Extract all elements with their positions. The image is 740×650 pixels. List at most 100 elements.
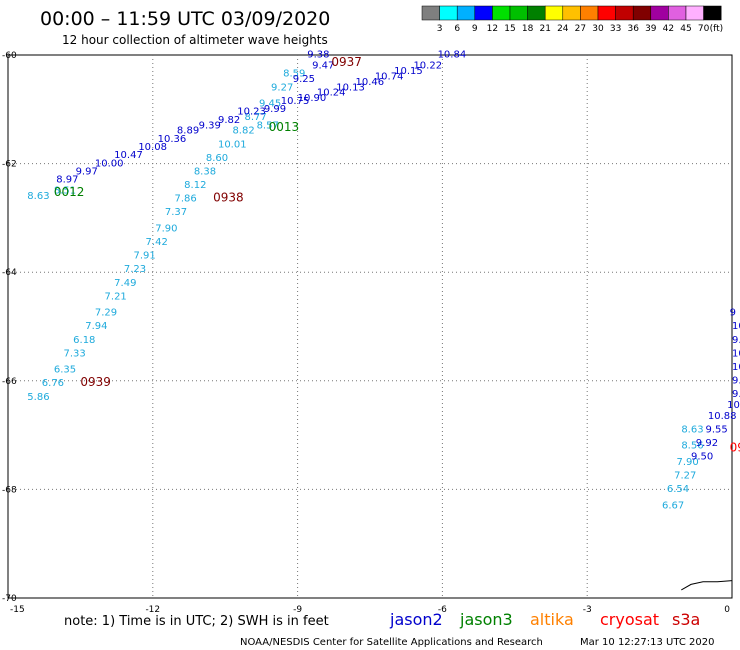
footer-timestamp: Mar 10 12:27:13 UTC 2020: [580, 637, 715, 648]
scale-unit-label: (ft): [710, 24, 724, 34]
swh-value-label: 10.75: [281, 96, 310, 107]
swh-value-label: 10.84: [438, 50, 467, 61]
scale-swatch: [685, 5, 704, 21]
swh-value-label: 7.37: [165, 207, 187, 218]
scale-swatch: [439, 5, 458, 21]
swh-value-label: 9.98: [732, 389, 740, 400]
y-tick-label: -70: [2, 594, 17, 604]
swh-value-label: 8.12: [184, 180, 206, 191]
swh-value-label: 10: [732, 321, 740, 332]
swh-value-label: 8.51: [54, 185, 76, 196]
swh-value-label: 9.25: [293, 74, 315, 85]
swh-value-label: 9.39: [199, 120, 221, 131]
scale-swatch: [544, 5, 564, 21]
y-tick-label: -64: [2, 268, 17, 278]
swh-value-label: 8.38: [194, 166, 216, 177]
time-label: 0012: [54, 185, 85, 199]
swh-value-label: 9.: [732, 335, 740, 346]
time-label: 0938: [213, 191, 244, 205]
swh-value-label: 7.29: [95, 308, 117, 319]
swh-value-label: 9.92: [696, 438, 718, 449]
swh-value-label: 5.86: [27, 392, 49, 403]
time-labels: 0937 0938 0939 0013 0012 09: [54, 55, 740, 455]
swh-value-label: 7.27: [674, 471, 696, 482]
swh-value-label: 10.74: [375, 71, 404, 82]
scale-swatch: [474, 5, 493, 21]
y-tick-label: -66: [2, 377, 17, 387]
satellite-jason3: jason3: [459, 610, 513, 629]
swh-value-label: 8.57: [257, 120, 279, 131]
satellite-cryosat: cryosat: [600, 610, 659, 629]
coastline-path: [681, 580, 733, 591]
swh-value-label: 10.90: [298, 93, 327, 104]
scale-swatch: [703, 5, 722, 21]
swh-value-label: 10.23: [237, 107, 266, 118]
chart-subtitle: 12 hour collection of altimeter wave hei…: [62, 33, 328, 47]
x-tick-label: -12: [145, 605, 160, 615]
swh-value-label: 8.63: [681, 424, 703, 435]
scale-tick-label: 12: [487, 24, 498, 34]
swh-value-label: 6.18: [73, 335, 95, 346]
scale-tick-label: 33: [610, 24, 621, 34]
swh-value-label: 9.45: [259, 99, 281, 110]
scale-tick-label: 21: [539, 24, 550, 34]
swh-value-label: 10.47: [114, 150, 143, 161]
swh-value-label: 7.33: [64, 348, 86, 359]
footer-note: note: 1) Time is in UTC; 2) SWH is in fe…: [64, 614, 329, 629]
time-label: 0937: [331, 55, 362, 69]
swh-value-label: 8.56: [681, 441, 703, 452]
scale-swatch: [615, 5, 634, 21]
swh-value-label: 8.77: [245, 112, 267, 123]
swh-value-label: 7.49: [114, 278, 136, 289]
scale-swatch: [421, 5, 440, 21]
scale-swatch: [668, 5, 687, 21]
scale-tick-label: 6: [454, 24, 460, 34]
swh-value-label: 10.08: [138, 142, 167, 153]
swh-value-label: 7.42: [146, 237, 168, 248]
x-tick-label: -9: [293, 605, 302, 615]
swh-value-label: 6.54: [667, 484, 689, 495]
swh-value-label: 8.82: [232, 126, 254, 137]
scale-tick-label: 42: [663, 24, 674, 34]
swh-value-label: 7.86: [175, 194, 197, 205]
scale-tick-label: 18: [522, 24, 534, 34]
plot-frame: [7, 54, 733, 599]
swh-value-label: 10.15: [394, 66, 423, 77]
swh-value-label: 10.: [732, 348, 740, 359]
scale-tick-label: 70: [698, 24, 710, 34]
scale-swatch: [597, 5, 616, 21]
swh-value-label: 9.55: [705, 424, 727, 435]
swh-value-label: 9.27: [271, 82, 293, 93]
swh-value-label: 6.35: [54, 365, 76, 376]
swh-value-label: 9.38: [307, 50, 329, 61]
swh-value-label: 10.01: [218, 139, 247, 150]
swh-value-label: 6.67: [662, 500, 684, 511]
satellite-legend: jason2 jason3 altika cryosat s3a: [389, 610, 700, 629]
scale-tick-label: 24: [557, 24, 569, 34]
scale-swatch: [632, 5, 652, 21]
swh-color-scale: 3 6 9 12 15 18 21 24 27 30 33 36 39 42 45 70 (ft): [421, 5, 724, 34]
x-tick-label: -6: [438, 605, 447, 615]
swh-value-label: 8.60: [206, 153, 228, 164]
swh-value-label: 8.59: [283, 69, 305, 80]
swh-value-label: 8.97: [56, 175, 78, 186]
time-label: 0939: [80, 375, 111, 389]
swh-value-label: 9.47: [312, 61, 334, 72]
scale-swatch: [509, 5, 528, 21]
swh-value-label: 10.04: [727, 400, 740, 411]
x-tick-label: -3: [583, 605, 592, 615]
scale-swatch: [527, 5, 546, 21]
scale-tick-label: 30: [592, 24, 604, 34]
axis-ticks: -15 -12 -9 -6 -3 0 -60 -62 -64 -66 -68 -70: [2, 51, 730, 615]
swh-value-label: 6.76: [42, 378, 64, 389]
scale-swatch: [456, 5, 476, 21]
swh-value-label: 10.13: [336, 82, 365, 93]
scale-swatch: [650, 5, 669, 21]
scale-swatch: [562, 5, 581, 21]
y-tick-label: -60: [2, 51, 17, 61]
swh-value-label: 10.00: [95, 158, 124, 169]
swh-value-label: 10.88: [708, 411, 737, 422]
swh-value-label: 7.23: [124, 264, 146, 275]
swh-value-label: 10.22: [413, 61, 442, 72]
scale-tick-label: 15: [504, 24, 515, 34]
